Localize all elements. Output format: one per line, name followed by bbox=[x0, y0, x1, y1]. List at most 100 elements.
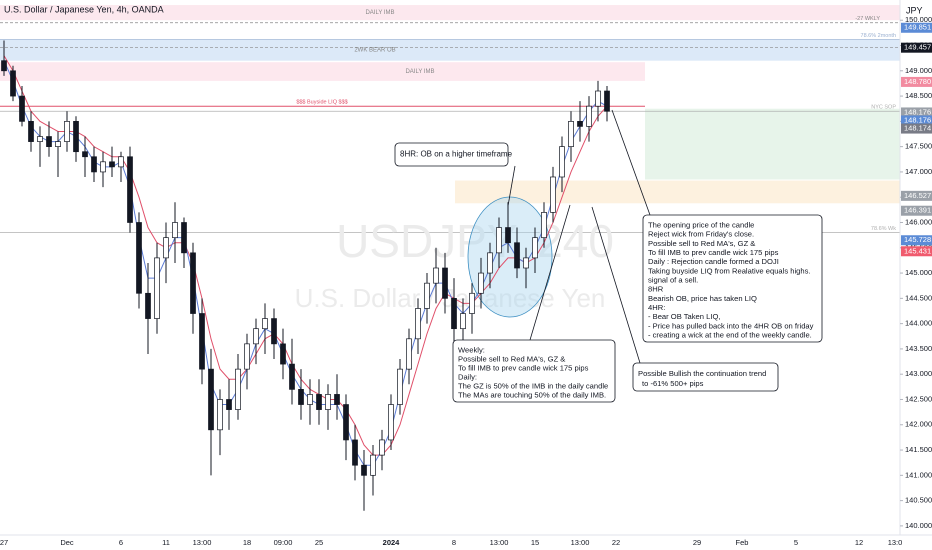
annotation-text: 4HR: bbox=[648, 303, 665, 312]
candle-body bbox=[172, 222, 178, 239]
y-tick-label: 144.000 bbox=[905, 319, 932, 328]
annotation-text: The opening price of the candle bbox=[648, 221, 754, 230]
x-tick-label: 25 bbox=[315, 538, 323, 547]
price-tag bbox=[901, 42, 932, 53]
y-tick-label: 142.500 bbox=[905, 394, 932, 403]
price-tag bbox=[901, 22, 932, 33]
candle-body bbox=[361, 464, 367, 476]
level-label: 78.6% Wk bbox=[871, 226, 896, 232]
candle-body bbox=[334, 394, 340, 405]
candle-body bbox=[163, 237, 169, 259]
candle-body bbox=[316, 394, 322, 410]
highlight-circle bbox=[467, 196, 553, 318]
annotation-text: Possible Bullish the continuation trend bbox=[638, 369, 766, 378]
candle-body bbox=[352, 439, 358, 466]
annotation-text: The GZ is 50% of the IMB in the daily ca… bbox=[458, 382, 608, 391]
price-tag bbox=[901, 235, 932, 246]
x-tick-label: 09:00 bbox=[274, 538, 293, 547]
y-tick-label: 143.500 bbox=[905, 344, 932, 353]
candle-body bbox=[388, 404, 394, 441]
price-tag-label: 148.780 bbox=[904, 77, 931, 86]
candle-body bbox=[127, 156, 133, 223]
candle-body bbox=[235, 368, 241, 410]
price-tag-label: 148.176 bbox=[904, 115, 931, 124]
candle-body bbox=[343, 404, 349, 441]
price-tag bbox=[901, 205, 932, 216]
y-tick-label: 148.500 bbox=[905, 91, 932, 100]
candle-body bbox=[307, 394, 313, 405]
candle-body bbox=[415, 308, 421, 340]
candle-body bbox=[217, 399, 223, 431]
candle-body bbox=[604, 90, 610, 112]
price-tag-label: 148.174 bbox=[904, 124, 931, 133]
price-tag-label: 145.728 bbox=[904, 235, 931, 244]
x-tick-label: 18 bbox=[243, 538, 251, 547]
candle-body bbox=[325, 394, 331, 410]
price-tag bbox=[901, 190, 932, 201]
annotation-text: Possible sell to Red MA's, GZ & bbox=[648, 239, 755, 248]
price-tag bbox=[901, 107, 932, 118]
candle-body bbox=[532, 237, 538, 259]
candle-body bbox=[73, 121, 79, 153]
y-tick-label: 144.500 bbox=[905, 293, 932, 302]
candle-body bbox=[64, 121, 70, 142]
candle-body bbox=[10, 70, 16, 97]
candle-body bbox=[28, 121, 34, 142]
annotation-text: 8HR bbox=[648, 285, 664, 294]
candle-body bbox=[244, 343, 250, 370]
candle-body bbox=[46, 136, 52, 147]
candle-body bbox=[298, 389, 304, 405]
candle-body bbox=[37, 136, 43, 142]
annotation-connector bbox=[507, 165, 516, 207]
x-tick-label: Feb bbox=[736, 538, 749, 547]
price-tag-label: 148.176 bbox=[904, 107, 931, 116]
x-tick-label: Dec bbox=[60, 538, 74, 547]
candle-body bbox=[289, 363, 295, 390]
x-tick-label: 6 bbox=[119, 538, 123, 547]
zone-label: 2WK BEAR OB bbox=[354, 48, 395, 54]
annotation-text: - Price has pulled back into the 4HR OB … bbox=[648, 321, 814, 330]
candle-body bbox=[271, 318, 277, 345]
annotation-text: To fill IMB to prev candle wick 175 pips bbox=[458, 364, 589, 373]
x-tick-label: 13:0 bbox=[888, 538, 903, 547]
candle-body bbox=[136, 222, 142, 294]
candle-body bbox=[541, 212, 547, 239]
x-tick-label: 27 bbox=[0, 538, 8, 547]
y-tick-label: 145.000 bbox=[905, 268, 932, 277]
annotation-text: Taking buyside LIQ from Realative equals… bbox=[648, 266, 811, 275]
candle-body bbox=[118, 156, 124, 168]
annotation-connector bbox=[611, 109, 651, 216]
x-tick-label: 12 bbox=[855, 538, 863, 547]
annotation-text: Bearish OB, price has taken LIQ bbox=[648, 294, 757, 303]
moving-average bbox=[3, 55, 608, 456]
level-label: $$$ Buyside LIQ $$$ bbox=[296, 100, 347, 106]
annotation-text: Daily : Rejection candle formed a DOJI bbox=[648, 257, 779, 266]
candle-body bbox=[424, 282, 430, 309]
candle-body bbox=[82, 151, 88, 158]
x-tick-label: 11 bbox=[162, 538, 170, 547]
candle-body bbox=[595, 90, 601, 107]
zone-label: DAILY IMB bbox=[405, 69, 434, 75]
candle-body bbox=[208, 368, 214, 431]
candle-body bbox=[577, 121, 583, 127]
candle-body bbox=[181, 222, 187, 254]
candle-body bbox=[19, 95, 25, 122]
price-tag-label: 146.527 bbox=[904, 191, 931, 200]
annotation-text: Reject wick from Friday's close. bbox=[648, 230, 754, 239]
annotation-text: to -61% 500+ pips bbox=[642, 379, 704, 388]
annotation-connector bbox=[529, 204, 571, 341]
currency: JPY bbox=[906, 5, 923, 15]
y-tick-label: 147.000 bbox=[905, 167, 932, 176]
candle-body bbox=[145, 292, 151, 319]
candle-body bbox=[451, 297, 457, 330]
candle-body bbox=[406, 338, 412, 370]
candle-body bbox=[460, 313, 466, 330]
zone bbox=[0, 62, 645, 81]
candle-body bbox=[487, 252, 493, 274]
candle-body bbox=[586, 105, 592, 127]
price-tag bbox=[901, 115, 932, 126]
price-tag-label: 146.391 bbox=[904, 206, 931, 215]
x-tick-label: 13:00 bbox=[571, 538, 590, 547]
candle-body bbox=[550, 176, 556, 213]
